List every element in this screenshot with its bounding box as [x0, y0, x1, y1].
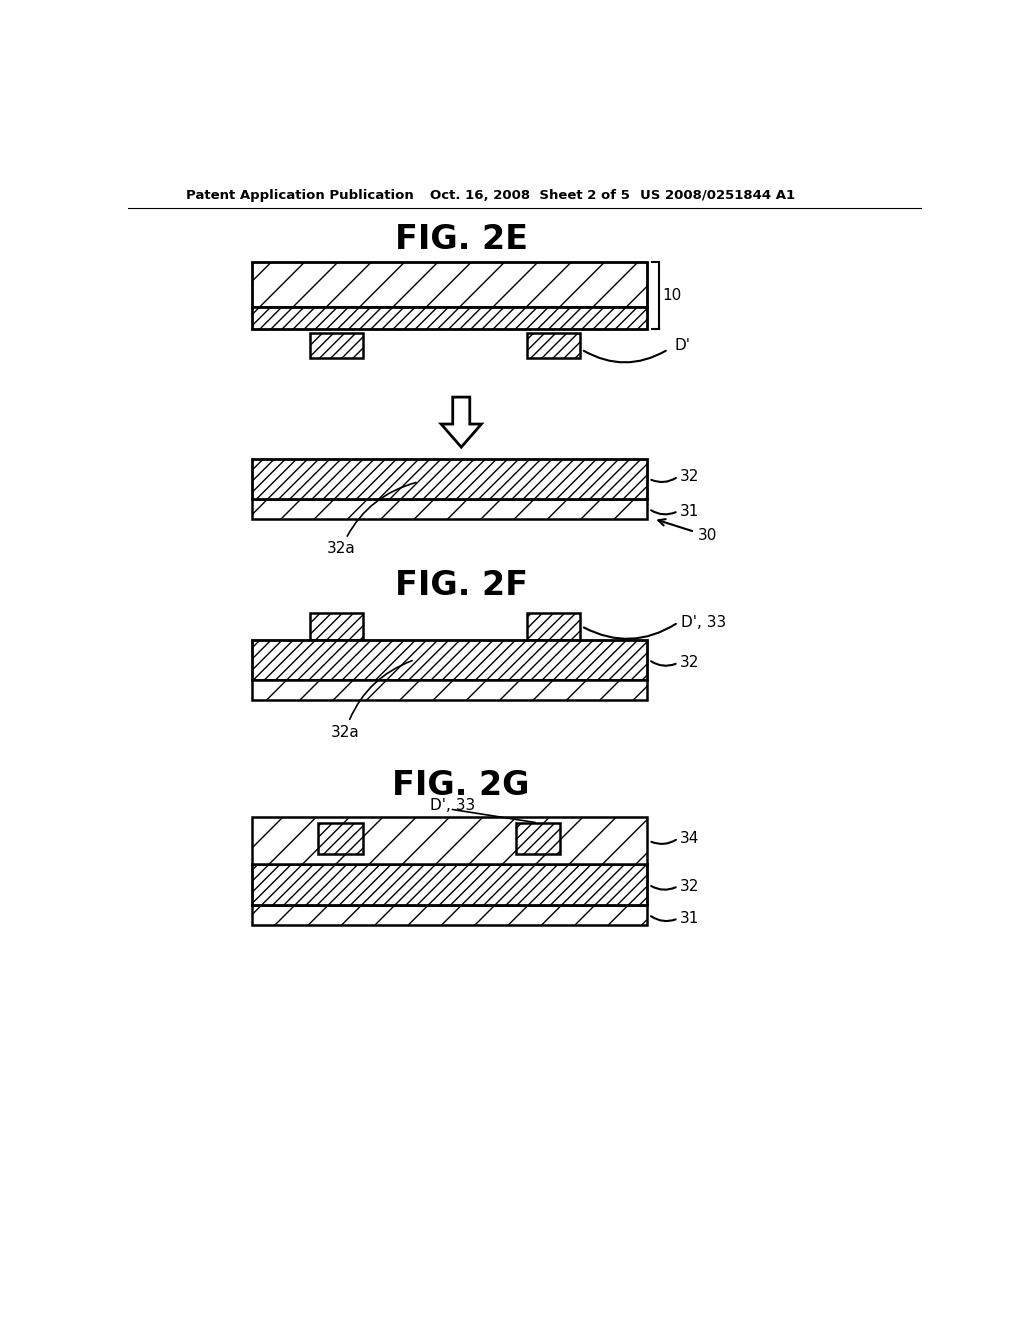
Bar [252, 817, 647, 865]
Text: 30: 30 [658, 519, 717, 544]
Text: FIG. 2G: FIG. 2G [392, 770, 530, 803]
Text: 10: 10 [663, 288, 682, 304]
FancyArrowPatch shape [651, 840, 676, 843]
Text: 32a: 32a [331, 660, 412, 739]
Text: 32: 32 [680, 879, 699, 894]
Bar [527, 612, 580, 640]
Bar [310, 612, 362, 640]
FancyArrowPatch shape [651, 661, 676, 665]
Bar [527, 333, 580, 358]
Text: Oct. 16, 2008  Sheet 2 of 5: Oct. 16, 2008 Sheet 2 of 5 [430, 189, 630, 202]
Polygon shape [441, 397, 481, 447]
Bar [252, 308, 647, 329]
Text: Patent Application Publication: Patent Application Publication [186, 189, 414, 202]
Text: FIG. 2E: FIG. 2E [394, 223, 527, 256]
Bar [515, 822, 560, 854]
FancyArrowPatch shape [584, 624, 676, 639]
Text: US 2008/0251844 A1: US 2008/0251844 A1 [640, 189, 795, 202]
Text: 34: 34 [680, 830, 699, 846]
Bar [252, 459, 647, 499]
Text: 32: 32 [680, 469, 699, 484]
Bar [310, 333, 362, 358]
Text: 32: 32 [680, 655, 699, 671]
Text: FIG. 2F: FIG. 2F [394, 569, 527, 602]
Text: 31: 31 [680, 503, 699, 519]
FancyArrowPatch shape [651, 511, 676, 515]
Text: 31: 31 [680, 911, 699, 925]
Text: 32a: 32a [327, 483, 416, 557]
Bar [317, 822, 362, 854]
FancyArrowPatch shape [651, 478, 676, 482]
FancyArrowPatch shape [651, 886, 676, 890]
Text: D', 33: D', 33 [430, 797, 475, 813]
Text: D': D' [675, 338, 690, 352]
Bar [252, 865, 647, 904]
FancyArrowPatch shape [651, 916, 676, 921]
Bar [252, 680, 647, 700]
Bar [252, 499, 647, 519]
Bar [252, 263, 647, 308]
Bar [252, 904, 647, 924]
Text: D', 33: D', 33 [681, 615, 726, 630]
Bar [252, 640, 647, 680]
FancyArrowPatch shape [584, 351, 666, 363]
